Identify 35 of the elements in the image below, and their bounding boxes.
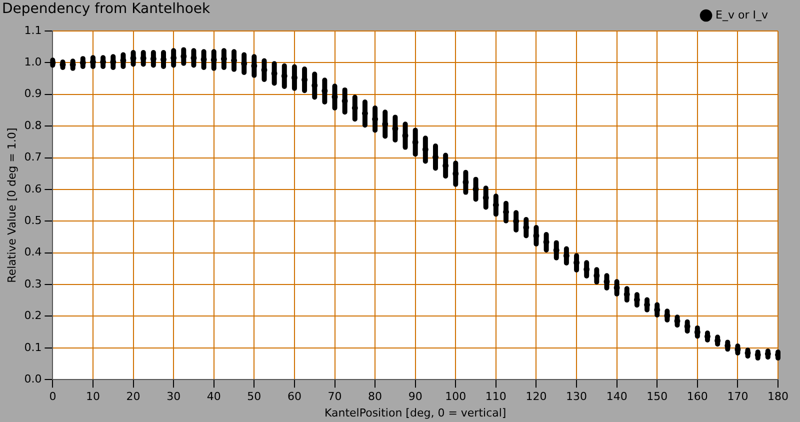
x-tick-label: 40	[206, 390, 221, 404]
x-tick-label: 180	[768, 390, 788, 404]
y-tick-label: 0.7	[24, 150, 42, 164]
y-tick-label: 1.0	[24, 56, 42, 69]
y-tick-label: 0.3	[24, 277, 42, 290]
x-tick-label: 150	[646, 390, 668, 404]
x-tick-label: 160	[686, 390, 708, 404]
x-tick-label: 30	[166, 390, 181, 404]
chart-title: Dependency from Kantelhoek	[2, 1, 210, 17]
y-tick-label: 1.1	[24, 24, 42, 37]
y-tick-label: 0.0	[24, 372, 42, 386]
x-tick-label: 20	[126, 390, 140, 404]
x-tick-label: 80	[368, 390, 382, 404]
x-tick-label: 130	[566, 390, 588, 404]
x-tick-label: 90	[408, 390, 422, 404]
x-tick-label: 0	[49, 390, 56, 404]
x-tick-label: 120	[526, 390, 547, 404]
y-tick-label: 0.6	[24, 182, 42, 196]
y-tick-label: 0.1	[24, 340, 42, 354]
y-tick-label: 0.9	[24, 87, 42, 100]
y-tick-label: 0.4	[24, 246, 42, 259]
y-tick-label: 0.2	[24, 309, 42, 322]
x-tick-label: 70	[328, 390, 342, 404]
y-tick-label: 0.5	[24, 214, 42, 228]
x-tick-label: 140	[606, 390, 628, 404]
y-tick-label: 0.8	[24, 118, 42, 132]
x-tick-label: 10	[86, 390, 100, 404]
x-tick-label: 50	[247, 390, 262, 404]
x-axis-title: KantelPosition [deg, 0 = vertical]	[324, 406, 506, 420]
x-tick-label: 110	[485, 390, 506, 404]
x-tick-label: 60	[287, 390, 302, 404]
x-tick-label: 170	[727, 390, 748, 404]
y-axis-title: Relative Value [0 deg = 1.0]	[5, 128, 18, 283]
x-tick-label: 100	[445, 390, 466, 404]
legend-label: E_v or I_v	[716, 8, 768, 22]
